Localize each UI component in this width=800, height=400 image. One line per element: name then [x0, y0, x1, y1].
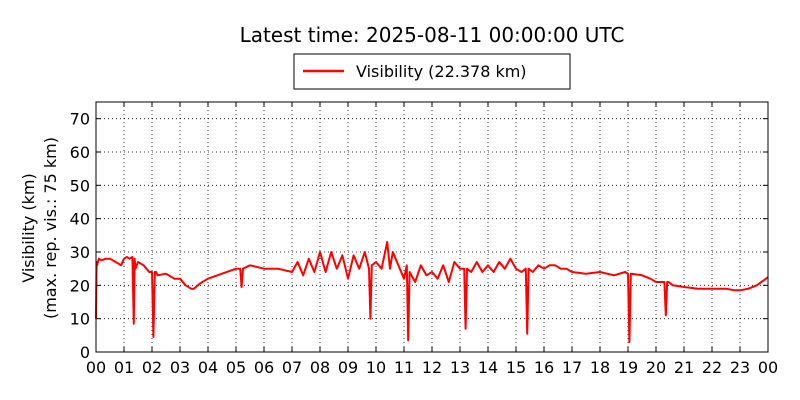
series-layer [95, 241, 769, 343]
x-tick-label: 21 [674, 358, 694, 377]
x-tick-label: 05 [226, 358, 246, 377]
y-tick-label: 40 [70, 210, 90, 229]
x-tick-label: 04 [198, 358, 218, 377]
x-tick-label: 16 [534, 358, 554, 377]
plot-frame [95, 101, 769, 353]
x-tick-label: 00 [758, 358, 778, 377]
x-tick-labels: 00 01 02 03 04 05 06 07 08 09 10 11 12 13 14 15 16 17 18 19… [86, 358, 778, 377]
x-tick-label: 09 [338, 358, 358, 377]
chart-title: Latest time: 2025-08-11 00:00:00 UTC [240, 23, 625, 47]
x-tick-label: 20 [646, 358, 666, 377]
y-axis-label-line1: Visibility (km) [19, 173, 38, 282]
x-tick-label: 13 [450, 358, 470, 377]
x-tick-label: 22 [702, 358, 722, 377]
y-tick-label: 30 [70, 243, 90, 262]
y-tick-label: 50 [70, 176, 90, 195]
series-line-visibility [95, 241, 769, 343]
x-tick-label: 14 [478, 358, 498, 377]
x-tick-label: 01 [114, 358, 134, 377]
grid [96, 102, 768, 352]
x-tick-label: 03 [170, 358, 190, 377]
x-tick-label: 17 [562, 358, 582, 377]
x-tick-label: 12 [422, 358, 442, 377]
y-tick-label: 60 [70, 143, 90, 162]
y-axis-label-line2: (max. rep. vis.: 75 km) [41, 137, 60, 319]
axis-ticks [95, 102, 769, 353]
x-tick-label: 18 [590, 358, 610, 377]
x-tick-label: 02 [142, 358, 162, 377]
legend-label: Visibility (22.378 km) [356, 62, 527, 81]
x-tick-label: 23 [730, 358, 750, 377]
x-tick-label: 07 [282, 358, 302, 377]
x-tick-label: 11 [394, 358, 414, 377]
x-tick-label: 00 [86, 358, 106, 377]
y-tick-label: 20 [70, 276, 90, 295]
x-tick-label: 19 [618, 358, 638, 377]
y-tick-label: 70 [70, 110, 90, 129]
x-tick-label: 08 [310, 358, 330, 377]
y-tick-label: 0 [80, 343, 90, 362]
y-tick-label: 10 [70, 310, 90, 329]
x-tick-label: 10 [366, 358, 386, 377]
x-tick-label: 15 [506, 358, 526, 377]
legend: Visibility (22.378 km) [293, 53, 571, 90]
y-tick-labels: 0 10 20 30 40 50 60 70 [70, 110, 90, 362]
x-tick-label: 06 [254, 358, 274, 377]
